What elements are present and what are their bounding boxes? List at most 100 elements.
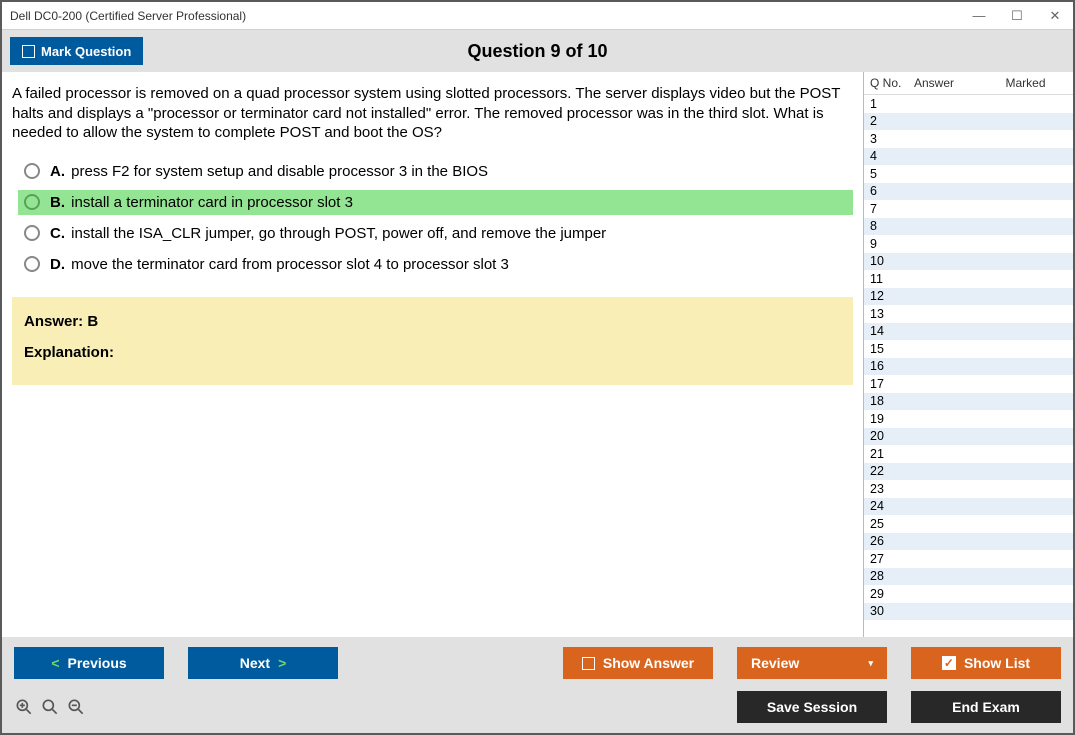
question-list[interactable]: 1234567891011121314151617181920212223242… [864, 94, 1073, 637]
qlist-row[interactable]: 9 [864, 235, 1073, 253]
qlist-row[interactable]: 27 [864, 550, 1073, 568]
end-exam-label: End Exam [952, 699, 1020, 715]
content-area: A failed processor is removed on a quad … [2, 72, 1073, 637]
qlist-row[interactable]: 20 [864, 428, 1073, 446]
minimize-icon[interactable]: — [969, 8, 989, 23]
save-session-label: Save Session [767, 699, 857, 715]
qlist-row[interactable]: 16 [864, 358, 1073, 376]
qlist-row[interactable]: 2 [864, 113, 1073, 131]
qlist-row[interactable]: 23 [864, 480, 1073, 498]
qlist-row[interactable]: 15 [864, 340, 1073, 358]
zoom-controls [14, 697, 86, 717]
show-answer-label: Show Answer [603, 655, 694, 671]
question-list-header: Q No. Answer Marked [864, 72, 1073, 94]
qlist-number: 8 [870, 219, 914, 233]
qlist-number: 10 [870, 254, 914, 268]
app-window: Dell DC0-200 (Certified Server Professio… [0, 0, 1075, 735]
dropdown-arrow-icon: ▾ [868, 658, 873, 669]
qlist-row[interactable]: 6 [864, 183, 1073, 201]
qlist-number: 11 [870, 272, 914, 286]
explanation-label: Explanation: [24, 344, 841, 361]
choice-a[interactable]: A. press F2 for system setup and disable… [18, 159, 853, 184]
next-button[interactable]: Next > [188, 647, 338, 679]
qlist-row[interactable]: 24 [864, 498, 1073, 516]
qlist-number: 13 [870, 307, 914, 321]
review-label: Review [751, 655, 799, 671]
qlist-row[interactable]: 7 [864, 200, 1073, 218]
qlist-number: 9 [870, 237, 914, 251]
previous-button[interactable]: < Previous [14, 647, 164, 679]
qlist-number: 26 [870, 534, 914, 548]
qlist-number: 21 [870, 447, 914, 461]
qlist-row[interactable]: 12 [864, 288, 1073, 306]
zoom-in-icon[interactable] [40, 697, 60, 717]
previous-label: Previous [68, 655, 127, 671]
choice-text: C. install the ISA_CLR jumper, go throug… [50, 225, 606, 242]
qlist-number: 29 [870, 587, 914, 601]
mark-question-label: Mark Question [41, 44, 131, 59]
qlist-row[interactable]: 21 [864, 445, 1073, 463]
radio-icon[interactable] [24, 163, 40, 179]
main-panel: A failed processor is removed on a quad … [2, 72, 863, 637]
qlist-number: 1 [870, 97, 914, 111]
qlist-row[interactable]: 14 [864, 323, 1073, 341]
qlist-row[interactable]: 29 [864, 585, 1073, 603]
qlist-row[interactable]: 3 [864, 130, 1073, 148]
qlist-row[interactable]: 19 [864, 410, 1073, 428]
save-session-button[interactable]: Save Session [737, 691, 887, 723]
qlist-row[interactable]: 11 [864, 270, 1073, 288]
close-icon[interactable]: ✕ [1045, 8, 1065, 24]
qlist-row[interactable]: 30 [864, 603, 1073, 621]
end-exam-button[interactable]: End Exam [911, 691, 1061, 723]
qlist-row[interactable]: 4 [864, 148, 1073, 166]
check-icon: ✓ [942, 656, 956, 670]
qlist-row[interactable]: 26 [864, 533, 1073, 551]
qlist-number: 24 [870, 499, 914, 513]
square-icon [582, 657, 595, 670]
qlist-row[interactable]: 18 [864, 393, 1073, 411]
qlist-row[interactable]: 8 [864, 218, 1073, 236]
qlist-number: 16 [870, 359, 914, 373]
qlist-number: 23 [870, 482, 914, 496]
choice-text: A. press F2 for system setup and disable… [50, 163, 488, 180]
col-answer: Answer [914, 76, 984, 90]
qlist-number: 27 [870, 552, 914, 566]
qlist-row[interactable]: 13 [864, 305, 1073, 323]
qlist-number: 20 [870, 429, 914, 443]
qlist-row[interactable]: 10 [864, 253, 1073, 271]
qlist-number: 22 [870, 464, 914, 478]
qlist-number: 12 [870, 289, 914, 303]
qlist-row[interactable]: 1 [864, 95, 1073, 113]
qlist-row[interactable]: 5 [864, 165, 1073, 183]
show-answer-button[interactable]: Show Answer [563, 647, 713, 679]
choice-c[interactable]: C. install the ISA_CLR jumper, go throug… [18, 221, 853, 246]
question-heading: Question 9 of 10 [2, 41, 1073, 62]
choice-text: B. install a terminator card in processo… [50, 194, 353, 211]
qlist-row[interactable]: 22 [864, 463, 1073, 481]
chevron-right-icon: > [278, 655, 286, 671]
zoom-reset-icon[interactable] [14, 697, 34, 717]
qlist-number: 4 [870, 149, 914, 163]
review-button[interactable]: Review ▾ [737, 647, 887, 679]
choice-d[interactable]: D. move the terminator card from process… [18, 252, 853, 277]
mark-question-button[interactable]: Mark Question [10, 37, 143, 65]
qlist-row[interactable]: 25 [864, 515, 1073, 533]
zoom-out-icon[interactable] [66, 697, 86, 717]
radio-icon[interactable] [24, 194, 40, 210]
question-list-panel: Q No. Answer Marked 12345678910111213141… [863, 72, 1073, 637]
qlist-number: 28 [870, 569, 914, 583]
qlist-row[interactable]: 17 [864, 375, 1073, 393]
col-qno: Q No. [870, 76, 914, 90]
qlist-number: 2 [870, 114, 914, 128]
show-list-button[interactable]: ✓ Show List [911, 647, 1061, 679]
qlist-number: 3 [870, 132, 914, 146]
window-controls: — ☐ ✕ [969, 8, 1065, 24]
choice-b[interactable]: B. install a terminator card in processo… [18, 190, 853, 215]
maximize-icon[interactable]: ☐ [1007, 8, 1027, 24]
qlist-row[interactable]: 28 [864, 568, 1073, 586]
radio-icon[interactable] [24, 225, 40, 241]
qlist-number: 25 [870, 517, 914, 531]
qlist-number: 7 [870, 202, 914, 216]
qlist-number: 14 [870, 324, 914, 338]
radio-icon[interactable] [24, 256, 40, 272]
